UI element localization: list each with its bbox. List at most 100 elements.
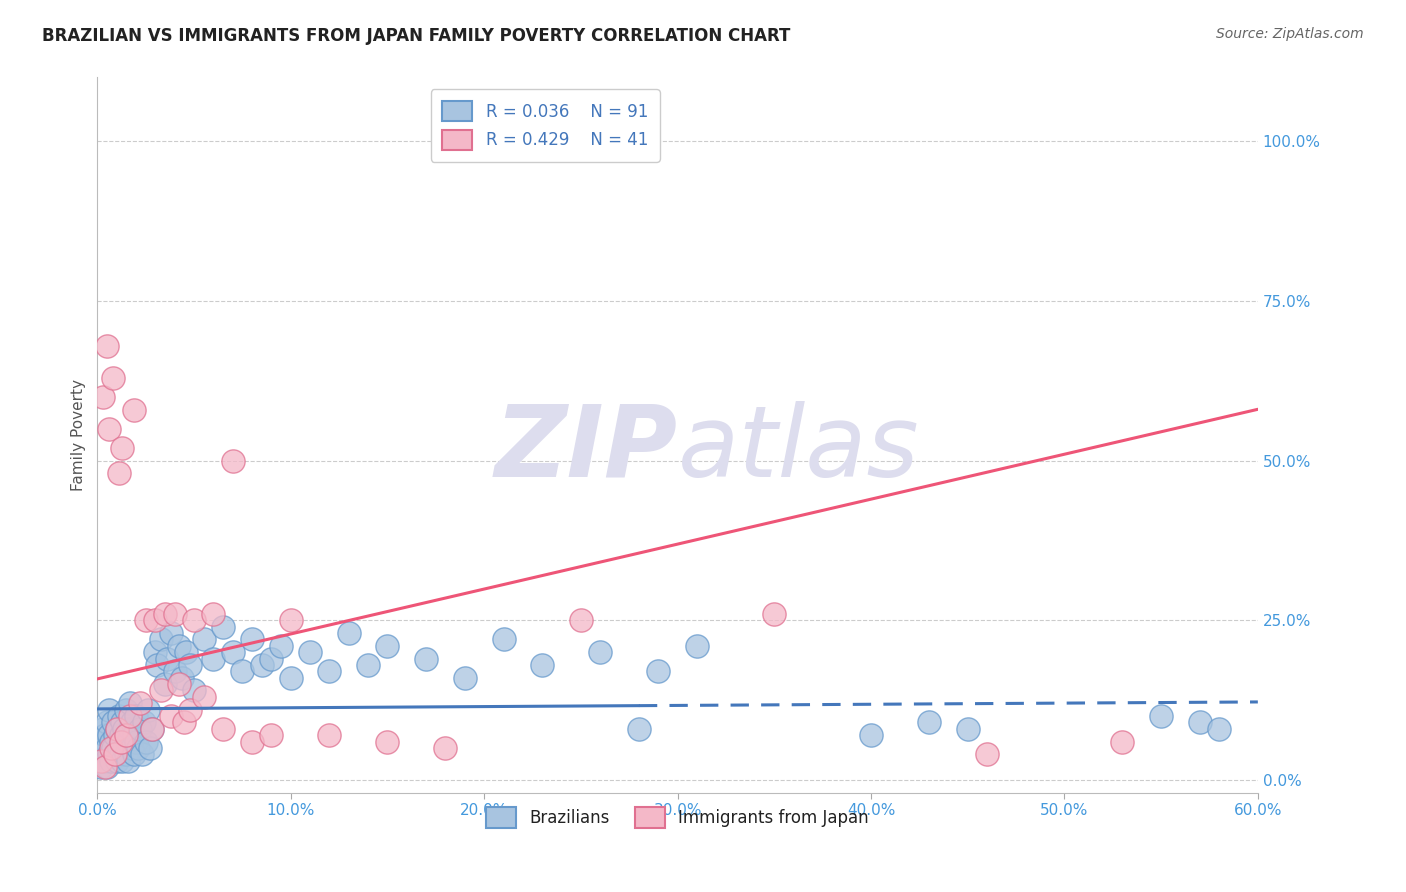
Legend: Brazilians, Immigrants from Japan: Brazilians, Immigrants from Japan: [479, 801, 876, 834]
Point: [146, 657, 169, 672]
Point: [357, 657, 380, 672]
Point: [145, 645, 167, 659]
Point: [110, 728, 132, 742]
Point: [918, 715, 941, 730]
Point: [96, 715, 118, 730]
Text: Source: ZipAtlas.com: Source: ZipAtlas.com: [1216, 27, 1364, 41]
Point: [167, 677, 190, 691]
Point: [202, 607, 225, 621]
Point: [96, 741, 118, 756]
Point: [110, 747, 132, 762]
Point: [91, 722, 114, 736]
Point: [240, 734, 263, 748]
Point: [127, 741, 149, 756]
Point: [94, 728, 117, 742]
Point: [222, 645, 245, 659]
Point: [120, 696, 142, 710]
Point: [138, 741, 160, 756]
Point: [153, 607, 176, 621]
Point: [97, 747, 120, 762]
Point: [91, 754, 114, 768]
Point: [96, 760, 118, 774]
Point: [117, 734, 139, 748]
Point: [105, 722, 128, 736]
Point: [90, 734, 112, 748]
Point: [141, 722, 163, 736]
Point: [318, 665, 340, 679]
Point: [492, 632, 515, 647]
Point: [100, 741, 122, 756]
Point: [956, 722, 979, 736]
Point: [160, 709, 183, 723]
Point: [111, 441, 134, 455]
Text: BRAZILIAN VS IMMIGRANTS FROM JAPAN FAMILY POVERTY CORRELATION CHART: BRAZILIAN VS IMMIGRANTS FROM JAPAN FAMIL…: [42, 27, 790, 45]
Point: [100, 734, 122, 748]
Point: [90, 760, 112, 774]
Point: [135, 734, 157, 748]
Point: [173, 715, 195, 730]
Point: [569, 613, 592, 627]
Point: [115, 703, 138, 717]
Point: [120, 722, 142, 736]
Point: [1111, 734, 1133, 748]
Point: [94, 760, 117, 774]
Point: [105, 754, 128, 768]
Point: [167, 639, 190, 653]
Point: [104, 747, 127, 762]
Point: [763, 607, 786, 621]
Point: [94, 754, 117, 768]
Point: [141, 722, 163, 736]
Point: [1188, 715, 1211, 730]
Point: [156, 651, 179, 665]
Point: [222, 453, 245, 467]
Point: [976, 747, 998, 762]
Text: atlas: atlas: [678, 401, 920, 498]
Point: [299, 645, 322, 659]
Point: [377, 734, 399, 748]
Point: [415, 651, 437, 665]
Point: [112, 722, 135, 736]
Point: [112, 741, 135, 756]
Point: [125, 709, 148, 723]
Point: [122, 747, 145, 762]
Point: [97, 422, 120, 436]
Point: [121, 715, 143, 730]
Point: [115, 747, 138, 762]
Point: [131, 747, 153, 762]
Point: [121, 741, 143, 756]
Point: [260, 728, 283, 742]
Point: [193, 632, 215, 647]
Point: [434, 741, 457, 756]
Point: [686, 639, 709, 653]
Point: [250, 657, 273, 672]
Point: [111, 715, 134, 730]
Point: [179, 657, 201, 672]
Point: [110, 734, 132, 748]
Point: [107, 741, 129, 756]
Point: [117, 754, 139, 768]
Point: [89, 747, 111, 762]
Text: ZIP: ZIP: [495, 401, 678, 498]
Point: [105, 722, 128, 736]
Point: [318, 728, 340, 742]
Point: [1150, 709, 1173, 723]
Point: [145, 613, 167, 627]
Point: [280, 613, 302, 627]
Point: [136, 703, 159, 717]
Point: [153, 677, 176, 691]
Point: [240, 632, 263, 647]
Point: [270, 639, 292, 653]
Point: [163, 607, 186, 621]
Point: [179, 703, 201, 717]
Point: [377, 639, 399, 653]
Point: [859, 728, 882, 742]
Point: [1208, 722, 1230, 736]
Point: [132, 715, 155, 730]
Point: [193, 690, 215, 704]
Point: [122, 728, 145, 742]
Point: [111, 754, 134, 768]
Point: [135, 613, 157, 627]
Point: [104, 728, 127, 742]
Point: [107, 709, 129, 723]
Point: [101, 741, 124, 756]
